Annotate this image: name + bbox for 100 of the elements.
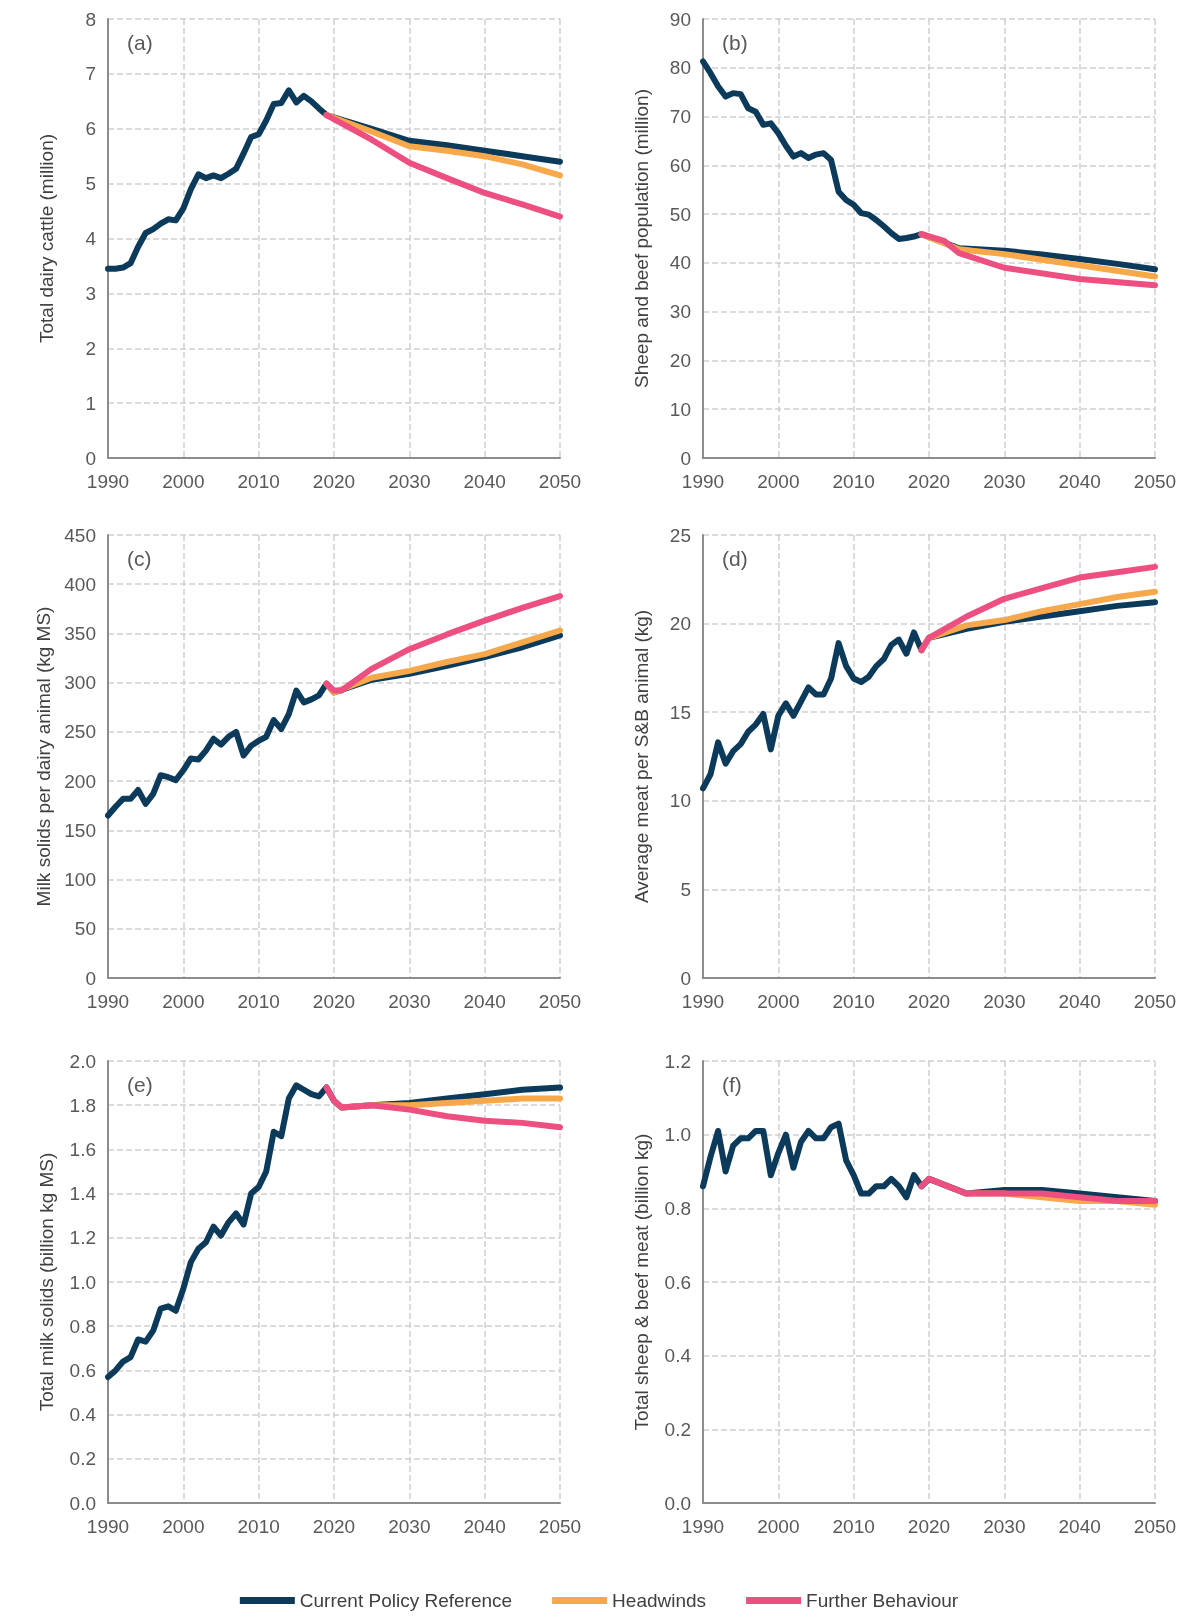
y-tick-label: 50 — [74, 918, 96, 940]
y-tick-label: 0 — [680, 967, 691, 989]
y-tick-label: 70 — [669, 106, 691, 128]
x-tick-label: 2040 — [463, 991, 506, 1012]
y-tick-label: 0.4 — [69, 1404, 97, 1426]
x-tick-label: 2050 — [1133, 991, 1177, 1012]
y-tick-label: 10 — [669, 790, 691, 812]
y-tick-label: 250 — [64, 721, 96, 743]
text: (a) — [127, 31, 153, 54]
y-tick-label: 400 — [64, 573, 96, 595]
x-tick-label: 2000 — [757, 471, 800, 492]
y-tick-label: 7 — [85, 63, 96, 85]
x-tick-label: 1990 — [681, 471, 725, 492]
x-tick-label: 2030 — [983, 991, 1026, 1012]
y-tick-label: 100 — [64, 869, 96, 891]
y-tick-label: 8 — [85, 8, 96, 30]
y-tick-label: 3 — [85, 282, 96, 304]
x-tick-label: 2040 — [1058, 991, 1101, 1012]
y-tick-label: 150 — [64, 819, 96, 841]
x-tick-label: 2000 — [162, 991, 205, 1012]
y-tick-label: 20 — [669, 349, 691, 371]
y-tick-label: 1.4 — [69, 1183, 97, 1205]
y-tick-label: 1 — [85, 392, 96, 414]
legend-label: Headwinds — [612, 1590, 707, 1611]
y-axis-title: Total dairy cattle (million) — [36, 133, 57, 344]
x-tick-label: 2050 — [538, 991, 582, 1012]
x-tick-label: 1990 — [86, 1516, 130, 1537]
x-tick-label: 2050 — [538, 1516, 582, 1537]
x-tick-label: 2010 — [237, 1516, 280, 1537]
x-tick-label: 2030 — [388, 471, 431, 492]
y-tick-label: 10 — [669, 398, 691, 420]
legend-label: Current Policy Reference — [299, 1590, 513, 1611]
y-tick-label: 450 — [64, 524, 96, 546]
x-tick-label: 2000 — [162, 1516, 205, 1537]
y-tick-label: 0.8 — [664, 1197, 691, 1219]
x-tick-label: 1990 — [681, 1516, 725, 1537]
y-tick-label: 15 — [669, 701, 691, 723]
text: (e) — [127, 1073, 153, 1096]
y-tick-label: 20 — [669, 613, 691, 635]
x-tick-label: 2010 — [832, 991, 875, 1012]
x-tick-label: 2010 — [832, 471, 875, 492]
x-tick-label: 2000 — [757, 991, 800, 1012]
y-tick-label: 300 — [64, 672, 96, 694]
y-tick-label: 90 — [669, 8, 691, 30]
x-tick-label: 2020 — [312, 991, 356, 1012]
y-tick-label: 0.2 — [664, 1418, 691, 1440]
x-tick-label: 2040 — [1058, 471, 1101, 492]
text: (b) — [722, 31, 748, 54]
x-tick-label: 2040 — [1058, 1516, 1101, 1537]
y-tick-label: 80 — [669, 57, 691, 79]
y-tick-label: 1.6 — [69, 1138, 96, 1160]
x-tick-label: 2000 — [162, 471, 205, 492]
y-tick-label: 0 — [85, 967, 96, 989]
x-tick-label: 2010 — [237, 991, 280, 1012]
x-tick-label: 2010 — [832, 1516, 875, 1537]
y-tick-label: 200 — [64, 770, 96, 792]
x-tick-label: 2000 — [757, 1516, 800, 1537]
y-tick-label: 50 — [669, 203, 691, 225]
y-axis-title: Sheep and beef population (million) — [631, 89, 652, 388]
y-tick-label: 5 — [680, 878, 691, 900]
x-tick-label: 2030 — [388, 1516, 431, 1537]
x-tick-label: 2020 — [907, 471, 951, 492]
y-tick-label: 0.0 — [664, 1492, 691, 1514]
y-tick-label: 6 — [85, 118, 96, 140]
x-tick-label: 2050 — [1133, 471, 1177, 492]
y-tick-label: 25 — [669, 524, 691, 546]
x-tick-label: 2020 — [907, 1516, 951, 1537]
y-tick-label: 1.8 — [69, 1094, 96, 1116]
x-tick-label: 2010 — [237, 471, 280, 492]
x-tick-label: 2030 — [983, 1516, 1026, 1537]
y-tick-label: 0.6 — [69, 1359, 96, 1381]
y-tick-label: 0 — [85, 447, 96, 469]
y-tick-label: 2.0 — [69, 1050, 96, 1072]
x-tick-label: 2020 — [907, 991, 951, 1012]
x-tick-label: 2040 — [463, 1516, 506, 1537]
y-tick-label: 2 — [85, 337, 96, 359]
y-tick-label: 1.0 — [664, 1124, 691, 1146]
y-axis-title: Total milk solids (billion kg MS) — [36, 1152, 57, 1412]
y-tick-label: 0.8 — [69, 1315, 96, 1337]
x-tick-label: 1990 — [681, 991, 725, 1012]
y-tick-label: 5 — [85, 173, 96, 195]
y-tick-label: 4 — [85, 228, 97, 249]
y-tick-label: 60 — [669, 154, 691, 176]
y-tick-label: 0 — [680, 447, 691, 469]
x-tick-label: 2020 — [312, 1516, 356, 1537]
y-tick-label: 350 — [64, 622, 96, 644]
y-tick-label: 0.2 — [69, 1448, 96, 1470]
x-tick-label: 2030 — [983, 471, 1026, 492]
x-tick-label: 1990 — [86, 471, 130, 492]
legend-label: Further Behaviour — [806, 1590, 959, 1611]
y-tick-label: 30 — [669, 301, 691, 323]
y-axis-title: Average meat per S&B animal (kg) — [631, 609, 652, 904]
y-tick-label: 40 — [669, 252, 691, 274]
x-tick-label: 2050 — [538, 471, 582, 492]
y-tick-label: 0.4 — [664, 1345, 692, 1367]
x-tick-label: 1990 — [86, 991, 130, 1012]
y-tick-label: 0.0 — [69, 1492, 96, 1514]
y-axis-title: Total sheep & beef meat (billion kg) — [631, 1133, 652, 1431]
y-tick-label: 1.2 — [69, 1227, 96, 1249]
y-axis-title: Milk solids per dairy animal (kg MS) — [33, 606, 55, 907]
